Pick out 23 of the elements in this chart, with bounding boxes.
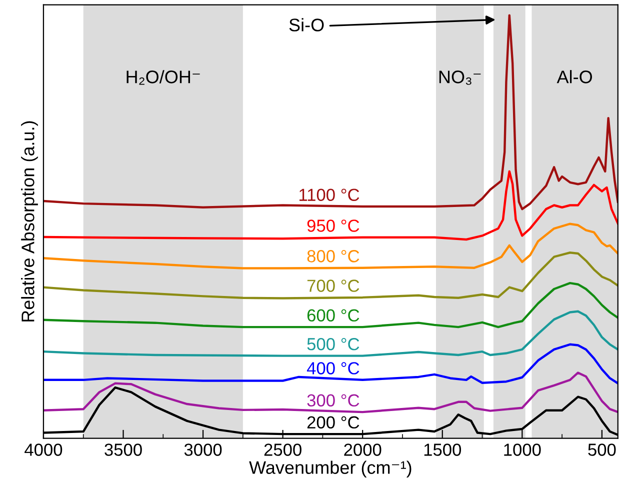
- band-label: NO₃⁻: [439, 70, 481, 85]
- x-tick-label: 3000: [184, 444, 222, 456]
- band-label: H₂O/OH⁻: [126, 70, 200, 85]
- series-label: 800 °C: [307, 250, 360, 262]
- band-label: Al-O: [556, 70, 592, 84]
- series-label: 300 °C: [307, 394, 360, 407]
- series-label: 400 °C: [306, 362, 360, 374]
- x-axis-title: Wavenumber (cm⁻¹): [249, 460, 412, 478]
- series-label: 1100 °C: [300, 188, 360, 202]
- x-tick-label: 1000: [504, 444, 541, 456]
- series-label: 600 °C: [307, 309, 360, 322]
- x-tick-label: 2000: [344, 444, 382, 456]
- annotation: Si-O: [289, 18, 324, 32]
- x-tick-label: 2500: [264, 444, 302, 456]
- x-tick-label: 4000: [24, 444, 62, 456]
- series-label: 200 °C: [307, 416, 360, 429]
- y-axis-title: Relative Absorption (a.u.): [21, 121, 38, 322]
- series-label: 700 °C: [307, 280, 360, 292]
- x-tick-label: 3500: [104, 444, 142, 456]
- x-tick-label: 500: [588, 444, 616, 456]
- x-tick-label: 1500: [424, 444, 462, 456]
- series-label: 950 °C: [307, 220, 360, 232]
- series-label: 500 °C: [307, 338, 360, 350]
